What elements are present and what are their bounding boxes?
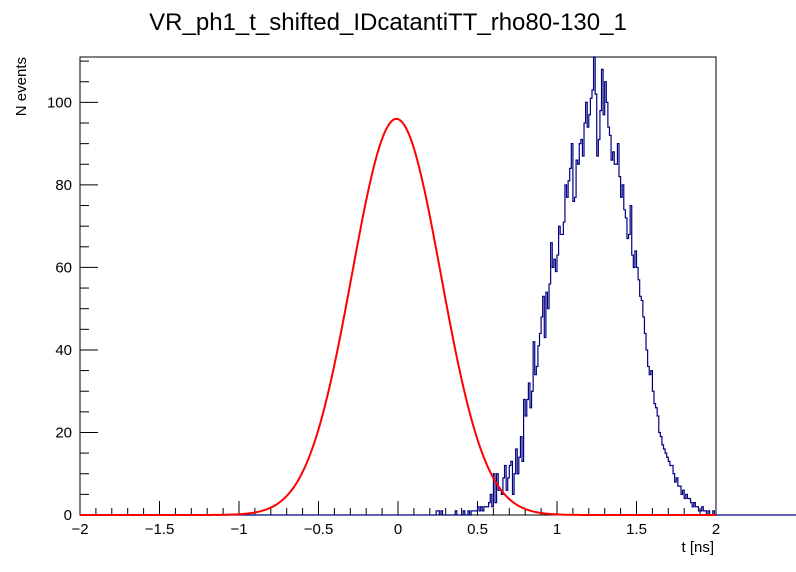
y-tick-label: 20: [55, 424, 72, 441]
x-tick-label: 0.5: [467, 521, 488, 538]
y-axis: 0 20 40 60 80 100: [47, 60, 98, 524]
x-tick-label: −1.5: [145, 521, 175, 538]
chart-title: VR_ph1_t_shifted_IDcatantiTT_rho80-130_1: [149, 9, 627, 36]
x-tick-label: 1.5: [626, 521, 647, 538]
gaussian-fit-line: [80, 117, 716, 516]
x-tick-label: −0.5: [304, 521, 334, 538]
x-tick-label: −2: [71, 521, 88, 538]
x-axis-title: t [ns]: [681, 539, 714, 556]
histogram-series: [80, 56, 796, 516]
x-tick-label: 2: [712, 521, 720, 538]
y-tick-label: 0: [64, 507, 72, 524]
y-tick-label: 100: [47, 94, 72, 111]
x-tick-label: −1: [230, 521, 247, 538]
plot-frame: [79, 56, 717, 516]
x-axis: −2 −1.5 −1 −0.5 0 0.5 1 1.5 2: [71, 501, 720, 538]
y-tick-label: 40: [55, 342, 72, 359]
x-tick-label: 0: [394, 521, 402, 538]
y-axis-title: N events: [13, 57, 30, 116]
x-tick-label: 1: [553, 521, 561, 538]
y-tick-label: 80: [55, 177, 72, 194]
y-tick-label: 60: [55, 259, 72, 276]
